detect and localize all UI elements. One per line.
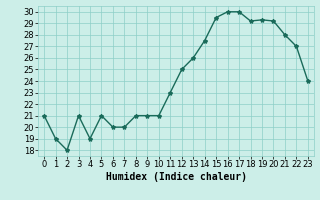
X-axis label: Humidex (Indice chaleur): Humidex (Indice chaleur) [106,172,246,182]
